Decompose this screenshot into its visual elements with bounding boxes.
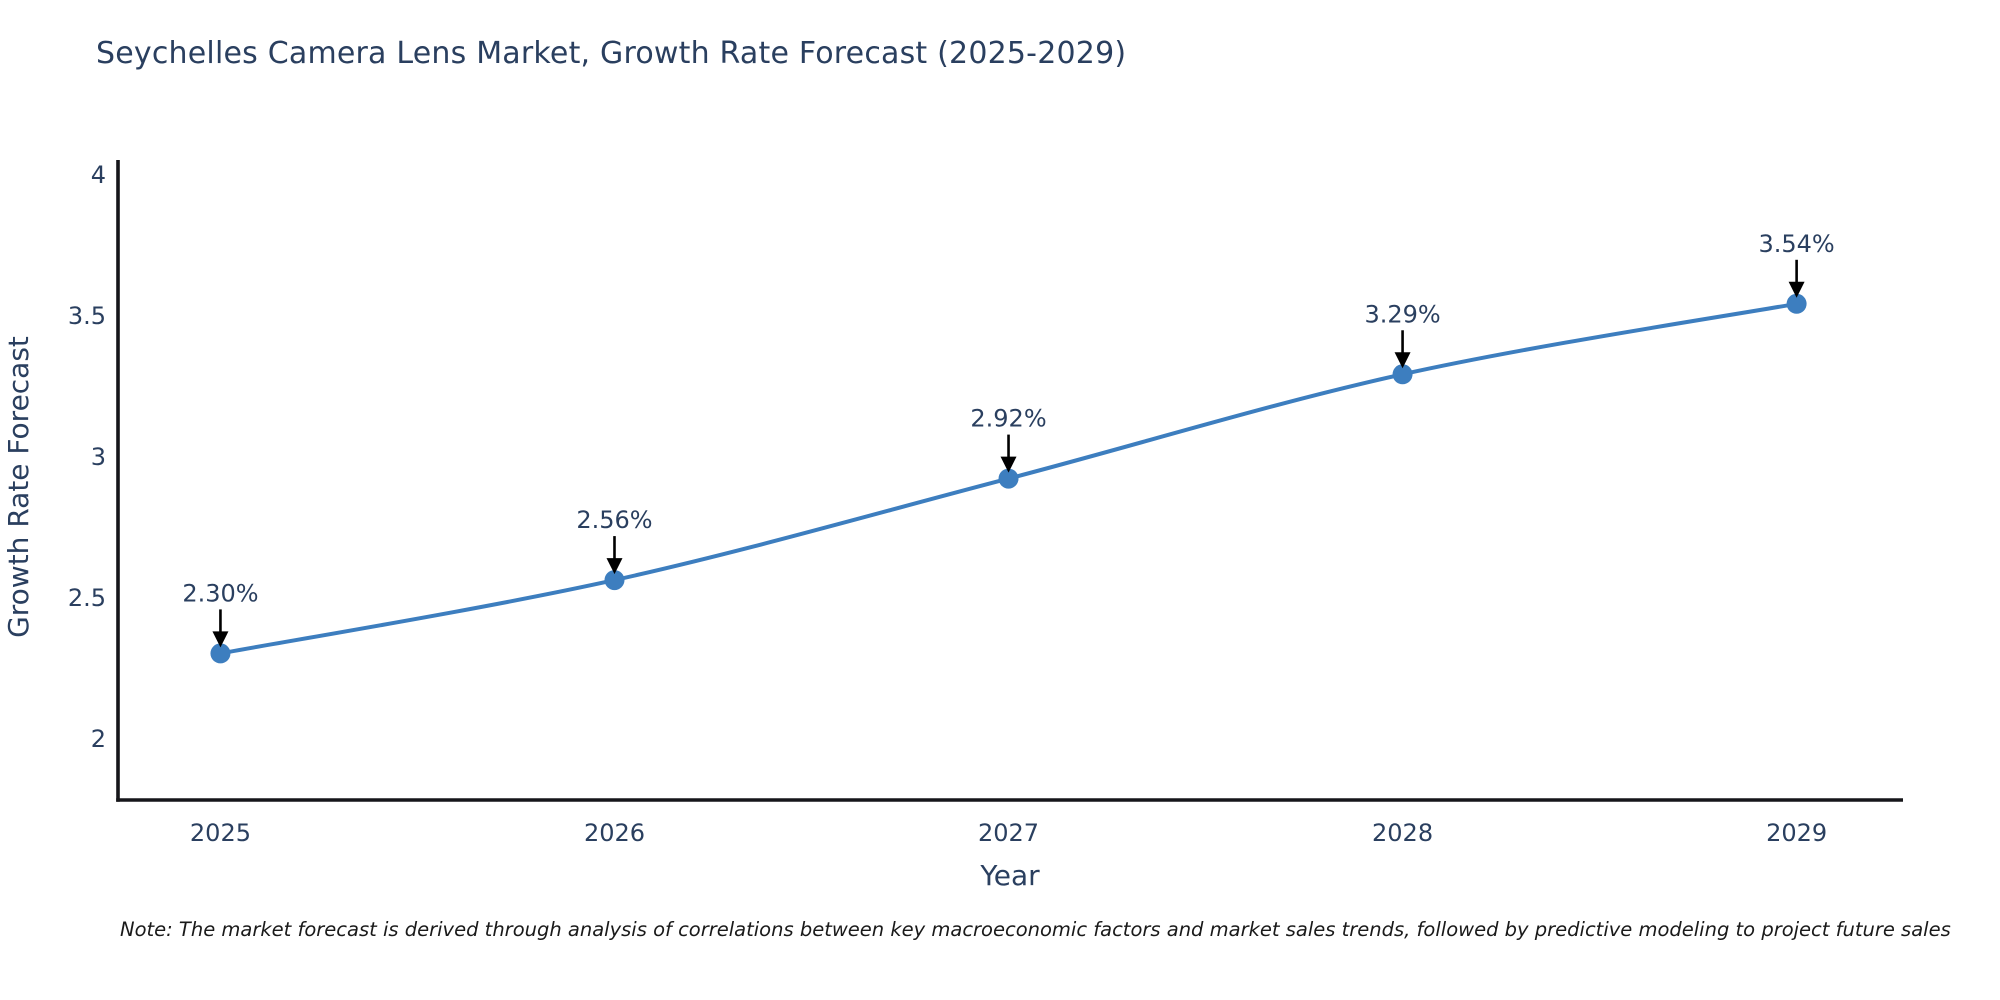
point-annotation-label: 2.92% <box>970 405 1046 433</box>
annotation-arrowhead-icon <box>606 558 623 575</box>
annotation-arrowhead-icon <box>212 631 229 648</box>
y-tick-label: 3 <box>91 443 106 471</box>
annotation-arrowhead-icon <box>1394 352 1411 369</box>
y-tick-label: 2 <box>91 725 106 753</box>
chart-title: Seychelles Camera Lens Market, Growth Ra… <box>96 36 1127 71</box>
data-point-marker[interactable] <box>604 570 625 591</box>
point-annotation-label: 2.30% <box>182 579 258 607</box>
x-tick-label: 2029 <box>1766 819 1827 847</box>
y-tick-label: 4 <box>91 161 106 189</box>
point-annotation-label: 3.29% <box>1364 300 1440 328</box>
data-point-marker[interactable] <box>210 643 231 664</box>
y-axis-title: Growth Rate Forecast <box>2 336 35 638</box>
data-point-marker[interactable] <box>1392 364 1413 385</box>
point-annotation-label: 3.54% <box>1758 230 1834 258</box>
point-annotation-label: 2.56% <box>576 506 652 534</box>
footnote: Note: The market forecast is derived thr… <box>120 918 1951 941</box>
x-tick-label: 2028 <box>1372 819 1433 847</box>
x-tick-label: 2027 <box>978 819 1039 847</box>
y-tick-label: 3.5 <box>68 302 106 330</box>
y-tick-label: 2.5 <box>68 584 106 612</box>
data-point-marker[interactable] <box>998 468 1019 489</box>
annotation-arrowhead-icon <box>1788 281 1805 298</box>
x-tick-label: 2026 <box>584 819 645 847</box>
x-tick-label: 2025 <box>190 819 251 847</box>
data-point-marker[interactable] <box>1786 293 1807 314</box>
x-axis-title: Year <box>979 859 1040 892</box>
annotation-arrowhead-icon <box>1000 456 1017 473</box>
